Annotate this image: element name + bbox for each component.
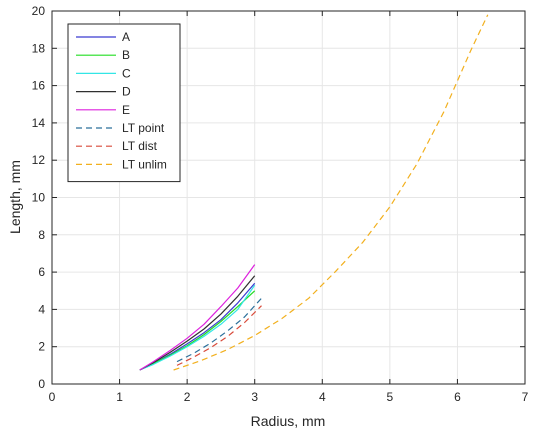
series-line-b (139, 290, 256, 371)
series-line-lt-unlim (173, 14, 489, 371)
x-tick-label: 4 (319, 390, 326, 404)
y-tick-label: 12 (32, 153, 46, 167)
y-tick-label: 8 (38, 228, 45, 242)
legend-label: C (122, 66, 131, 80)
series-line-c (139, 284, 256, 371)
legend-label: E (122, 103, 130, 117)
series-line-d (139, 275, 256, 371)
x-tick-label: 7 (522, 390, 529, 404)
y-tick-label: 0 (38, 377, 45, 391)
legend-box (67, 23, 181, 183)
legend-label: B (122, 48, 130, 62)
y-tick-label: 2 (38, 340, 45, 354)
x-tick-label: 5 (387, 390, 394, 404)
legend-label: LT unlim (122, 157, 167, 171)
x-tick-label: 0 (49, 390, 56, 404)
series-line-e (139, 264, 256, 371)
legend-label: A (122, 30, 130, 44)
x-tick-label: 1 (116, 390, 123, 404)
series-line-lt-dist (176, 305, 262, 366)
y-tick-label: 6 (38, 265, 45, 279)
y-tick-label: 14 (32, 116, 46, 130)
series-lines (139, 14, 489, 371)
y-tick-label: 20 (32, 4, 46, 18)
x-tick-label: 6 (454, 390, 461, 404)
y-axis-label: Length, mm (7, 160, 23, 234)
legend-label: D (122, 85, 131, 99)
x-tick-label: 2 (184, 390, 191, 404)
legend-label: LT dist (122, 139, 158, 153)
y-tick-label: 16 (32, 79, 46, 93)
x-tick-label: 3 (251, 390, 258, 404)
legend-label: LT point (122, 121, 165, 135)
y-tick-label: 4 (38, 302, 45, 316)
y-tick-label: 18 (32, 41, 46, 55)
series-line-lt-point (176, 297, 262, 363)
x-axis-label: Radius, mm (251, 413, 326, 429)
y-tick-label: 10 (32, 191, 46, 205)
